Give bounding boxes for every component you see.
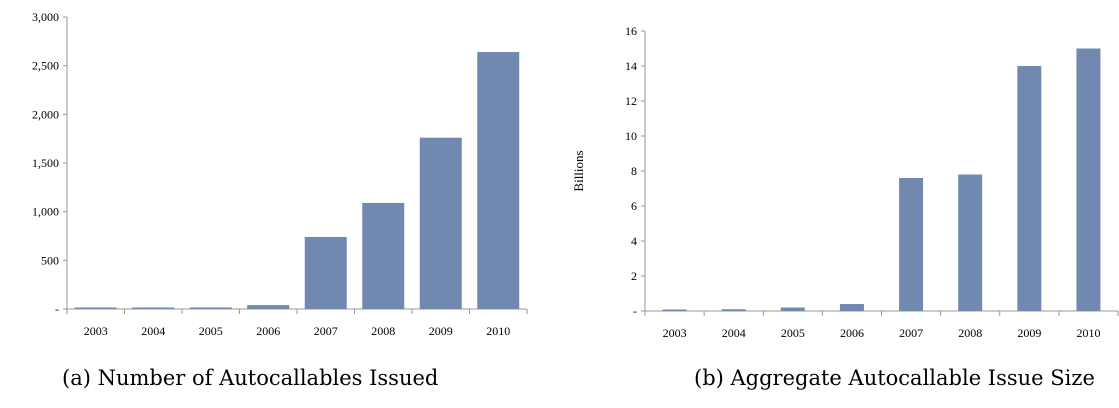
x-tick-label: 2009 — [1017, 326, 1041, 340]
bar-2004 — [132, 307, 175, 309]
y-tick-label: 14 — [625, 59, 637, 73]
bar-2007 — [304, 236, 347, 309]
bar-2010 — [477, 52, 520, 309]
bar-2004 — [721, 309, 746, 311]
y-tick-label: 2,000 — [32, 107, 59, 121]
y-tick-label: 8 — [631, 164, 637, 178]
bar-2005 — [189, 307, 232, 309]
x-tick-label: 2006 — [840, 326, 864, 340]
bar-2003 — [74, 307, 117, 309]
bar-2005 — [780, 307, 805, 311]
bar-2006 — [839, 304, 864, 311]
y-tick-label: 1,500 — [32, 156, 59, 170]
y-tick-label: - — [633, 304, 637, 318]
y-tick-label: 10 — [625, 129, 637, 143]
y-tick-label: 6 — [631, 199, 637, 213]
x-tick-label: 2004 — [141, 324, 165, 338]
x-tick-label: 2010 — [1076, 326, 1100, 340]
x-tick-label: 2007 — [899, 326, 923, 340]
chart-number-issued: - 500 1,000 1,500 2,000 2,500 3,000 2003 2004 200… — [32, 10, 528, 338]
x-tick-label: 2003 — [663, 326, 687, 340]
y-tick-label: 500 — [41, 253, 59, 267]
x-tick-label: 2003 — [84, 324, 108, 338]
x-tick-label: 2010 — [486, 324, 510, 338]
y-tick-label: - — [55, 302, 59, 316]
x-tick-label: 2007 — [314, 324, 338, 338]
bar-2008 — [958, 174, 983, 311]
chart-aggregate-issue-size: - 2 4 6 8 10 12 14 16 2003 2004 2005 2006 2007 2008 200… — [571, 24, 1119, 340]
x-tick-label: 2009 — [429, 324, 453, 338]
y-tick-label: 12 — [625, 94, 637, 108]
y-tick-label: 4 — [631, 234, 637, 248]
x-tick-label: 2008 — [958, 326, 982, 340]
bar-2009 — [419, 137, 462, 309]
x-tick-label: 2006 — [256, 324, 280, 338]
x-tick-label: 2005 — [199, 324, 223, 338]
y-tick-label: 2,500 — [32, 59, 59, 73]
bar-2010 — [1076, 48, 1101, 311]
bar-2006 — [247, 305, 290, 309]
y-tick-label: 3,000 — [32, 10, 59, 24]
caption-a: (a) Number of Autocallables Issued — [62, 366, 439, 390]
y-axis-label: Billions — [571, 150, 586, 191]
x-tick-label: 2008 — [371, 324, 395, 338]
caption-b: (b) Aggregate Autocallable Issue Size — [694, 366, 1095, 390]
y-tick-label: 2 — [631, 269, 637, 283]
bar-2008 — [362, 202, 405, 309]
bar-2007 — [899, 178, 924, 311]
x-tick-label: 2004 — [722, 326, 746, 340]
bar-2003 — [662, 309, 687, 311]
bar-2009 — [1017, 66, 1042, 311]
y-tick-label: 1,000 — [32, 205, 59, 219]
x-tick-label: 2005 — [781, 326, 805, 340]
y-tick-label: 16 — [625, 24, 637, 38]
